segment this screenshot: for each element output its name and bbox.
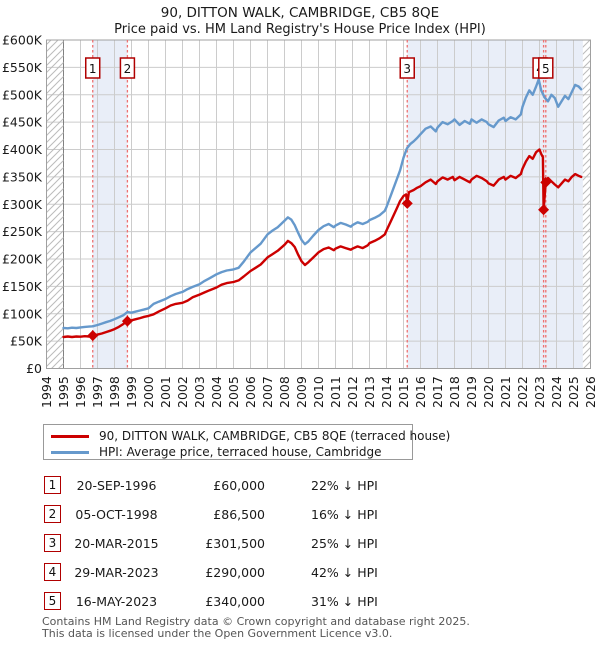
svg-text:2024: 2024 (549, 376, 564, 408)
legend-item-property: 90, DITTON WALK, CAMBRIDGE, CB5 8QE (ter… (51, 428, 450, 444)
svg-text:2017: 2017 (430, 376, 445, 408)
svg-text:1997: 1997 (90, 376, 105, 408)
svg-text:£600K: £600K (2, 33, 43, 48)
svg-text:1995: 1995 (56, 376, 71, 408)
footer-line: This data is licensed under the Open Gov… (42, 626, 393, 640)
svg-text:2003: 2003 (192, 376, 207, 408)
svg-text:2018: 2018 (447, 376, 462, 408)
svg-text:2012: 2012 (345, 376, 360, 408)
svg-text:£150K: £150K (2, 279, 43, 294)
legend-label: 90, DITTON WALK, CAMBRIDGE, CB5 8QE (ter… (99, 429, 451, 443)
footer-line: Contains HM Land Registry data © Crown c… (42, 615, 470, 628)
license-footer: Contains HM Land Registry data © Crown c… (42, 616, 598, 639)
txn-hpi-delta: 22% ↓ HPI (311, 478, 378, 493)
svg-text:1994: 1994 (39, 376, 54, 408)
svg-text:2001: 2001 (158, 376, 173, 408)
txn-date: 20-SEP-1996 (76, 478, 157, 493)
table-row: 4 29-MAR-2023 £290,000 42% ↓ HPI (44, 563, 600, 582)
svg-text:£550K: £550K (2, 60, 43, 75)
svg-text:2026: 2026 (583, 376, 598, 408)
svg-text:2022: 2022 (515, 376, 530, 408)
svg-text:1: 1 (89, 62, 97, 76)
svg-text:2023: 2023 (532, 376, 547, 408)
svg-text:£400K: £400K (2, 142, 43, 157)
svg-text:2007: 2007 (260, 376, 275, 408)
svg-text:£500K: £500K (2, 87, 43, 102)
svg-text:£450K: £450K (2, 115, 43, 130)
svg-text:2006: 2006 (243, 376, 258, 408)
page-subtitle: Price paid vs. HM Land Registry's House … (114, 22, 486, 37)
txn-number-badge: 5 (44, 592, 61, 610)
svg-text:2013: 2013 (362, 376, 377, 408)
legend-item-hpi: HPI: Average price, terraced house, Camb… (51, 444, 412, 460)
page-title: 90, DITTON WALK, CAMBRIDGE, CB5 8QE (160, 5, 440, 21)
svg-text:2020: 2020 (481, 376, 496, 408)
svg-text:£300K: £300K (2, 197, 43, 212)
svg-text:2014: 2014 (379, 376, 394, 408)
table-row: 3 20-MAR-2015 £301,500 25% ↓ HPI (44, 534, 600, 553)
svg-text:2016: 2016 (413, 376, 428, 408)
legend-label: HPI: Average price, terraced house, Camb… (99, 445, 382, 459)
svg-text:2010: 2010 (311, 376, 326, 408)
txn-date: 16-MAY-2023 (75, 594, 158, 609)
txn-price: £86,500 (213, 507, 265, 522)
svg-text:2019: 2019 (464, 376, 479, 408)
svg-text:2015: 2015 (396, 376, 411, 408)
hpi-line-swatch (51, 450, 89, 454)
txn-date: 05-OCT-1998 (75, 507, 158, 522)
svg-text:2: 2 (124, 62, 132, 76)
txn-number-badge: 4 (44, 563, 61, 581)
transactions-table: 1 20-SEP-1996 £60,000 22% ↓ HPI 2 05-OCT… (44, 476, 600, 621)
svg-text:3: 3 (403, 62, 411, 76)
txn-price: £340,000 (205, 594, 265, 609)
svg-text:£50K: £50K (10, 334, 43, 349)
svg-text:£0: £0 (26, 361, 42, 376)
svg-text:2009: 2009 (294, 376, 309, 408)
svg-text:5: 5 (542, 62, 550, 76)
txn-number-badge: 1 (44, 476, 61, 494)
svg-text:2008: 2008 (277, 376, 292, 408)
txn-hpi-delta: 31% ↓ HPI (311, 594, 378, 609)
svg-text:2025: 2025 (566, 376, 581, 408)
svg-text:£100K: £100K (2, 306, 43, 321)
svg-text:2004: 2004 (209, 376, 224, 408)
svg-text:£250K: £250K (2, 224, 43, 239)
svg-text:1996: 1996 (73, 376, 88, 408)
svg-text:£200K: £200K (2, 252, 43, 267)
txn-price: £290,000 (205, 565, 265, 580)
txn-hpi-delta: 16% ↓ HPI (311, 507, 378, 522)
table-row: 1 20-SEP-1996 £60,000 22% ↓ HPI (44, 476, 600, 495)
table-row: 5 16-MAY-2023 £340,000 31% ↓ HPI (44, 592, 600, 611)
txn-hpi-delta: 25% ↓ HPI (311, 536, 378, 551)
txn-price: £60,000 (213, 478, 265, 493)
svg-text:1998: 1998 (107, 376, 122, 408)
txn-date: 20-MAR-2015 (74, 536, 159, 551)
txn-number-badge: 2 (44, 505, 61, 523)
svg-text:2002: 2002 (175, 376, 190, 408)
table-row: 2 05-OCT-1998 £86,500 16% ↓ HPI (44, 505, 600, 524)
svg-text:2011: 2011 (328, 376, 343, 408)
svg-text:2021: 2021 (498, 376, 513, 408)
svg-text:2000: 2000 (141, 376, 156, 408)
txn-hpi-delta: 42% ↓ HPI (311, 565, 378, 580)
svg-text:1999: 1999 (124, 376, 139, 408)
txn-price: £301,500 (205, 536, 265, 551)
property-line-swatch (51, 434, 89, 438)
txn-number-badge: 3 (44, 534, 61, 552)
svg-text:2005: 2005 (226, 376, 241, 408)
txn-date: 29-MAR-2023 (74, 565, 159, 580)
svg-text:£350K: £350K (2, 169, 43, 184)
legend: 90, DITTON WALK, CAMBRIDGE, CB5 8QE (ter… (43, 424, 450, 460)
